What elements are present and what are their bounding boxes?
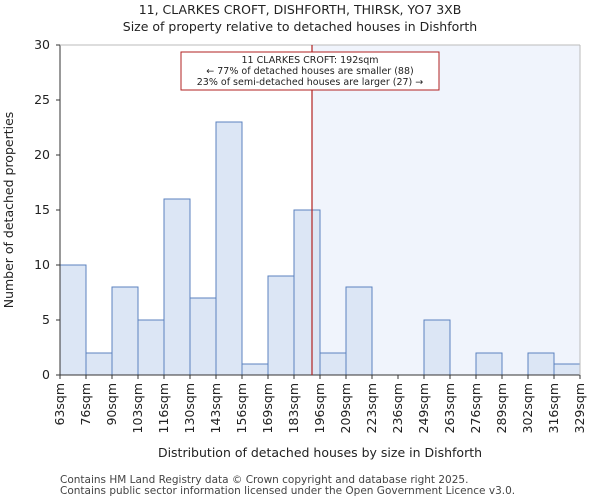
x-tick-label: 169sqm bbox=[260, 383, 275, 433]
y-tick-label: 15 bbox=[34, 202, 50, 217]
footer-line-2: Contains public sector information licen… bbox=[60, 485, 515, 497]
bar bbox=[423, 319, 451, 376]
chart-title: 11, CLARKES CROFT, DISHFORTH, THIRSK, YO… bbox=[139, 2, 462, 17]
bar bbox=[111, 286, 139, 376]
footer-line-1: Contains HM Land Registry data © Crown c… bbox=[60, 474, 468, 486]
plot-area: 0 5 10 15 20 25 30 63sqm 76sqm 90sqm 103sqm 116sqm 1… bbox=[34, 37, 587, 433]
annotation-text-line-2: ← 77% of detached houses are smaller (88… bbox=[206, 66, 413, 77]
x-tick-label: 76sqm bbox=[78, 383, 93, 426]
x-tick-label: 103sqm bbox=[130, 383, 145, 433]
x-tick-label: 263sqm bbox=[442, 383, 457, 433]
bar bbox=[553, 363, 581, 376]
y-tick-label: 5 bbox=[42, 312, 50, 327]
y-tick-label: 20 bbox=[34, 147, 50, 162]
y-tick-label: 0 bbox=[42, 367, 50, 382]
bar bbox=[85, 352, 113, 376]
x-tick-label: 302sqm bbox=[520, 383, 535, 433]
chart-subtitle: Size of property relative to detached ho… bbox=[123, 19, 477, 34]
x-tick-label: 316sqm bbox=[546, 383, 561, 433]
x-tick-label: 289sqm bbox=[494, 383, 509, 433]
y-tick-label: 30 bbox=[34, 37, 50, 52]
x-tick-label: 130sqm bbox=[182, 383, 197, 433]
x-tick-label: 236sqm bbox=[390, 383, 405, 433]
x-tick-label: 183sqm bbox=[286, 383, 301, 433]
y-axis-label: Number of detached properties bbox=[1, 112, 16, 309]
x-tick-label: 249sqm bbox=[416, 383, 431, 433]
bar bbox=[267, 275, 295, 376]
x-tick-label: 143sqm bbox=[208, 383, 223, 433]
annotation-text-line-1: 11 CLARKES CROFT: 192sqm bbox=[242, 55, 379, 66]
x-axis-label: Distribution of detached houses by size … bbox=[158, 445, 482, 460]
bar bbox=[215, 121, 243, 376]
bar bbox=[527, 352, 555, 376]
x-tick-label: 90sqm bbox=[104, 383, 119, 426]
bar bbox=[59, 264, 87, 376]
bar bbox=[137, 319, 165, 376]
bar bbox=[345, 286, 373, 376]
bar bbox=[319, 352, 347, 376]
x-tick-label: 223sqm bbox=[364, 383, 379, 433]
y-tick-label: 25 bbox=[34, 92, 50, 107]
bar bbox=[163, 198, 191, 376]
x-tick-label: 276sqm bbox=[468, 383, 483, 433]
x-tick-label: 156sqm bbox=[234, 383, 249, 433]
bar bbox=[293, 209, 321, 376]
x-tick-label: 116sqm bbox=[156, 383, 171, 433]
x-tick-label: 209sqm bbox=[338, 383, 353, 433]
annotation-text-line-3: 23% of semi-detached houses are larger (… bbox=[197, 77, 424, 88]
x-tick-label: 196sqm bbox=[312, 383, 327, 433]
bar bbox=[475, 352, 503, 376]
bar bbox=[189, 297, 217, 376]
x-tick-label: 63sqm bbox=[52, 383, 67, 426]
x-tick-label: 329sqm bbox=[572, 383, 587, 433]
y-tick-label: 10 bbox=[34, 257, 50, 272]
annotation-box bbox=[180, 51, 440, 91]
bar bbox=[241, 363, 269, 376]
